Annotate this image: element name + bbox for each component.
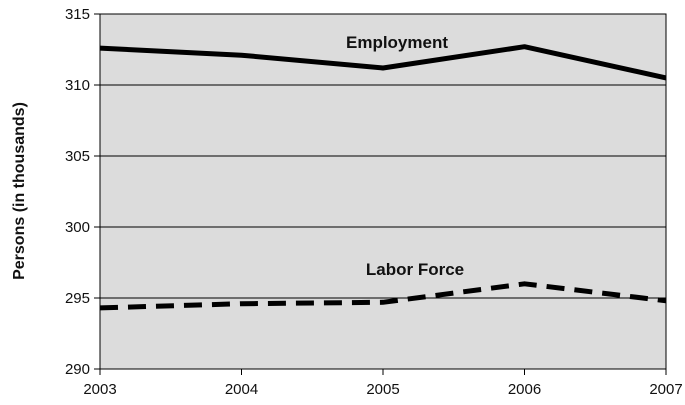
y-tick-label: 315 — [65, 6, 90, 23]
x-tick-label: 2007 — [649, 381, 682, 398]
y-tick-label: 290 — [65, 361, 90, 378]
series-line-labor-force — [99, 281, 667, 311]
x-tick-label: 2003 — [83, 381, 116, 398]
y-tick-label: 305 — [65, 148, 90, 165]
y-tick-label: 300 — [65, 219, 90, 236]
series-label-employment: Employment — [346, 33, 448, 52]
y-axis-title: Persons (in thousands) — [11, 102, 28, 280]
series-line-employment — [99, 44, 667, 81]
y-tick-label: 295 — [65, 290, 90, 307]
x-tick-label: 2005 — [366, 381, 399, 398]
x-tick-label: 2004 — [225, 381, 258, 398]
plot-area — [100, 14, 666, 369]
x-tick-label: 2006 — [508, 381, 541, 398]
x-tick-labels: 2003 2004 2005 2006 2007 — [83, 369, 683, 398]
y-tick-labels: 290 295 300 305 310 315 — [65, 6, 100, 378]
series-label-labor-force: Labor Force — [366, 260, 464, 279]
series-lines — [99, 44, 667, 311]
y-tick-label: 310 — [65, 77, 90, 94]
plot-border — [99, 13, 667, 370]
